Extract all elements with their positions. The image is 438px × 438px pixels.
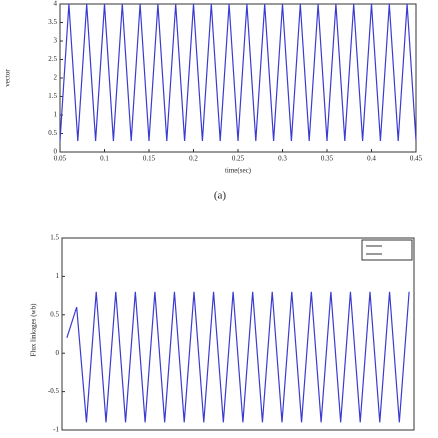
y-tick-label: 0: [54, 148, 58, 156]
y-axis-label: Flux linkages (wb): [30, 303, 38, 357]
y-tick-label: -1: [53, 426, 59, 434]
y-tick-label: 0.5: [50, 310, 59, 318]
y-tick-label: 0: [56, 349, 60, 357]
y-tick-label: 1.5: [48, 92, 57, 100]
caption: (a): [214, 190, 227, 202]
y-axis-label: vector: [4, 69, 12, 87]
y-tick-label: 2.5: [48, 55, 57, 63]
x-tick-label: 0.4: [367, 155, 376, 163]
y-tick-label: -0.5: [48, 387, 60, 395]
legend-box: [361, 239, 413, 261]
x-tick-label: 0.1: [100, 155, 109, 163]
y-tick-label: 1: [56, 272, 60, 280]
legend: [361, 239, 413, 261]
y-tick-label: 1.5: [50, 234, 59, 242]
series-line: [59, 3, 417, 141]
x-tick-label: 0.25: [232, 155, 245, 163]
y-tick-label: 3.5: [48, 18, 57, 26]
x-tick-label: 0.35: [321, 155, 334, 163]
y-tick-label: 3: [54, 37, 58, 45]
x-tick-label: 0.3: [278, 155, 287, 163]
y-tick-label: 1: [54, 111, 58, 119]
x-tick-label: 0.15: [143, 155, 156, 163]
y-tick-label: 4: [54, 0, 58, 8]
x-axis-label: time(sec): [225, 167, 252, 175]
y-tick-label: 2: [54, 74, 58, 82]
bottom-plot-frame: [61, 237, 415, 431]
x-tick-label: 0.45: [410, 155, 423, 163]
y-tick-label: 0.5: [48, 129, 57, 137]
x-tick-label: 0.05: [54, 155, 67, 163]
x-tick-label: 0.2: [189, 155, 198, 163]
series-line: [66, 291, 410, 423]
top-plot-frame: [59, 3, 417, 153]
